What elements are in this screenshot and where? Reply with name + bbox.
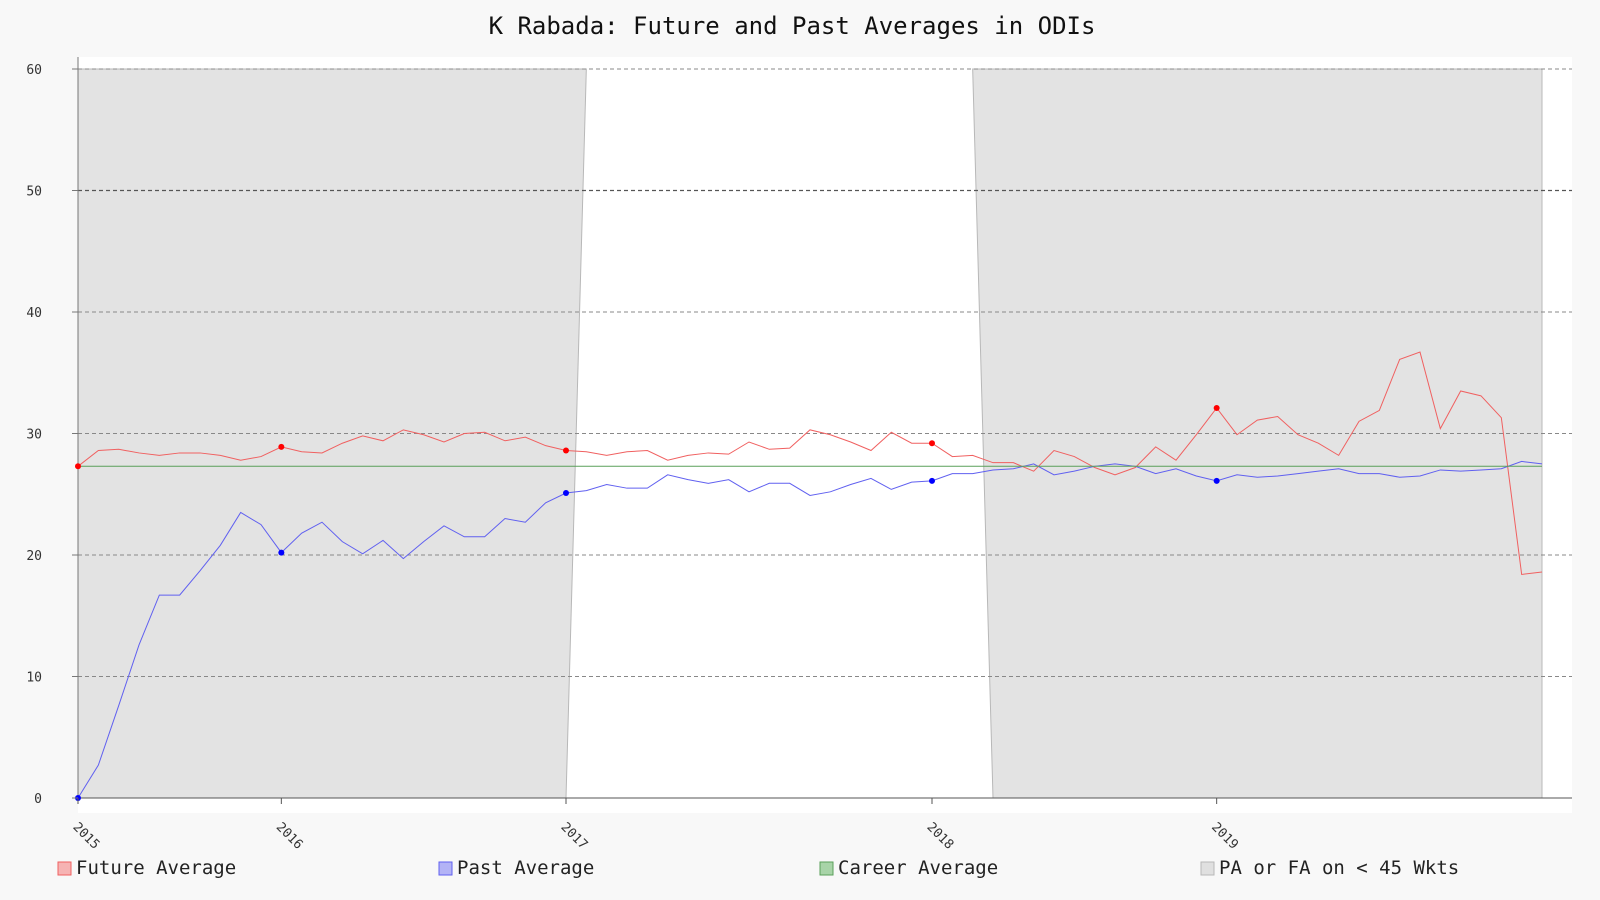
axes: [77, 57, 1572, 799]
point-marker-past-average: [1213, 477, 1220, 484]
series: [77, 351, 1543, 799]
legend-swatch-shaded: [1200, 861, 1215, 876]
y-tick-label: 40: [26, 306, 42, 321]
point-marker-future-average: [929, 440, 935, 447]
y-tick-labels: 0 10 20 30 40 50 60: [26, 63, 78, 807]
point-marker-past-average: [278, 549, 285, 556]
legend-label-shaded: PA or FA on < 45 Wkts: [1219, 857, 1459, 879]
point-marker-past-average: [929, 477, 935, 484]
legend-label-future: Future Average: [76, 857, 236, 879]
series-line-future-average: [77, 351, 1543, 575]
point-marker-future-average: [278, 443, 285, 450]
legend-item-career[interactable]: Career Average: [819, 857, 998, 879]
legend-label-past: Past Average: [457, 857, 594, 879]
legend: Future Average Past Average Career Avera…: [57, 857, 1459, 879]
y-tick-label: 30: [26, 428, 42, 443]
y-tick-label: 50: [26, 185, 42, 200]
point-marker-past-average: [563, 490, 569, 497]
legend-swatch-future: [57, 861, 72, 876]
legend-item-shaded[interactable]: PA or FA on < 45 Wkts: [1200, 857, 1459, 879]
point-marker-future-average: [1213, 404, 1220, 411]
legend-item-future[interactable]: Future Average: [57, 857, 236, 879]
chart-title: K Rabada: Future and Past Averages in OD…: [489, 12, 1096, 40]
point-marker-future-average: [563, 447, 569, 454]
series-line-past-average: [77, 460, 1543, 799]
y-tick-label: 60: [26, 63, 42, 78]
legend-label-career: Career Average: [838, 857, 998, 879]
y-tick-label: 10: [26, 671, 42, 686]
point-marker-future-average: [75, 463, 81, 470]
legend-item-past[interactable]: Past Average: [438, 857, 594, 879]
y-tick-label: 0: [34, 792, 42, 807]
gridlines: [78, 68, 1572, 677]
legend-swatch-past: [438, 861, 453, 876]
legend-swatch-career: [819, 861, 834, 876]
y-tick-label: 20: [26, 549, 42, 564]
highlight-markers: [75, 404, 1220, 801]
